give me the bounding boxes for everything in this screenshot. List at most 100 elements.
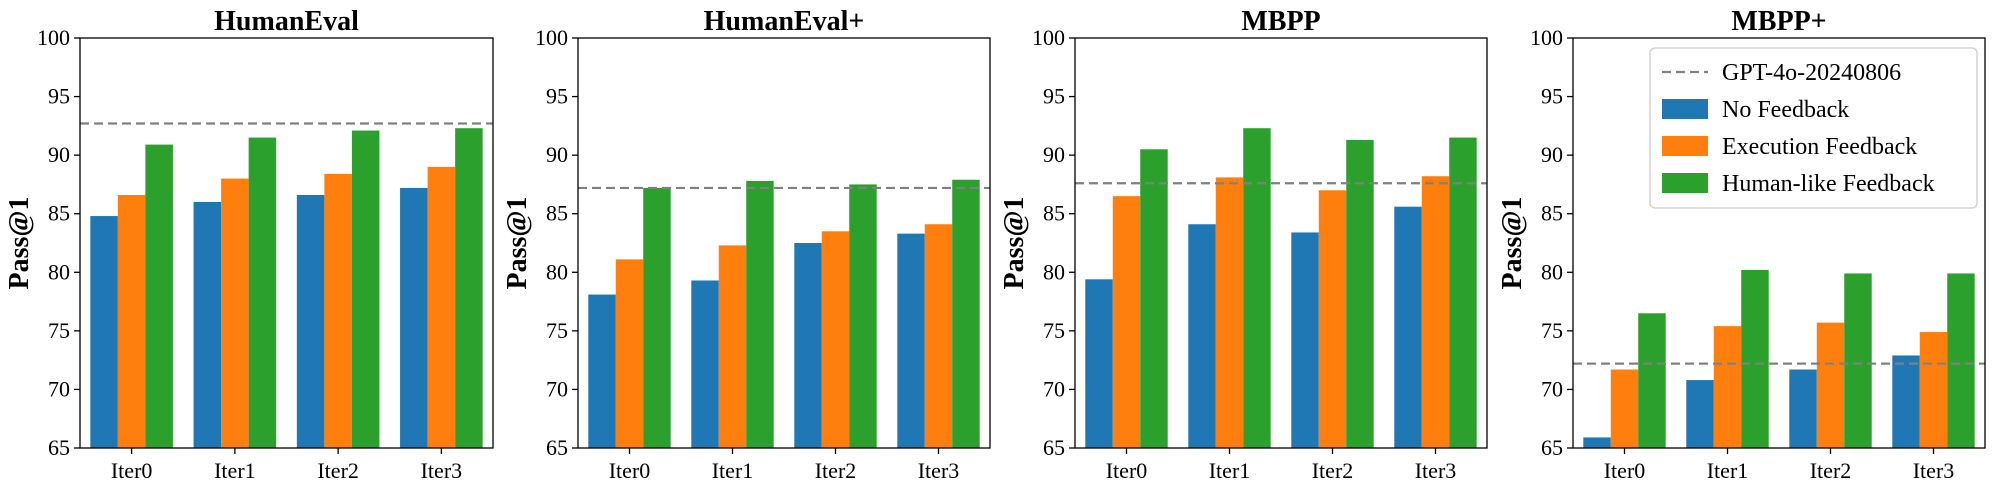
bar-execution-feedback-iter2	[324, 173, 352, 448]
bar-human-like-feedback-iter1	[1741, 269, 1769, 448]
chart-title: HumanEval	[214, 6, 359, 37]
y-axis-label: Pass@1	[1497, 197, 1528, 290]
x-tick-label: Iter3	[421, 458, 463, 483]
bar-human-like-feedback-iter3	[1947, 273, 1975, 448]
y-tick-label: 65	[546, 435, 568, 460]
y-tick-label: 70	[48, 376, 70, 401]
legend-label-reference: GPT-4o-20240806	[1722, 60, 1901, 86]
y-tick-label: 75	[1541, 318, 1563, 343]
legend-box	[1649, 47, 1978, 209]
legend: GPT-4o-20240806 No Feedback Execution Feed…	[1649, 47, 1978, 209]
bar-human-like-feedback-iter2	[849, 184, 877, 448]
bar-no-feedback-iter0	[1085, 279, 1113, 448]
x-tick-label: Iter3	[1415, 458, 1457, 483]
y-tick-label: 80	[546, 259, 568, 284]
x-tick-label: Iter1	[712, 458, 754, 483]
bar-human-like-feedback-iter0	[145, 144, 173, 448]
y-tick-label: 65	[48, 435, 70, 460]
chart-title: MBPP+	[1731, 6, 1826, 37]
bar-no-feedback-iter2	[1789, 369, 1817, 448]
bar-human-like-feedback-iter1	[248, 137, 277, 449]
bar-execution-feedback-iter0	[615, 259, 644, 448]
y-tick-label: 95	[48, 84, 70, 109]
bar-human-like-feedback-iter1	[746, 180, 774, 448]
chart-panels: HumanEval Pass@1 65 70 75 80 85 90 95 100 Iter0 Ite…	[4, 6, 1986, 483]
y-tick-label: 100	[535, 25, 568, 50]
x-tick-label: Iter0	[609, 458, 651, 483]
y-tick-label: 85	[1541, 201, 1563, 226]
y-tick-label: 70	[1043, 376, 1065, 401]
bar-human-like-feedback-iter0	[1140, 149, 1168, 449]
bar-execution-feedback-iter2	[821, 231, 850, 448]
chart-title: MBPP	[1241, 6, 1320, 37]
panel-humaneval: HumanEval+ Pass@1 65 70 75 80 85 90 95 100 Iter0 It…	[502, 6, 991, 483]
bar-no-feedback-iter2	[794, 243, 822, 448]
bar-no-feedback-iter3	[400, 187, 428, 448]
x-tick-label: Iter0	[111, 458, 153, 483]
legend-label-no-feedback: No Feedback	[1722, 97, 1849, 123]
y-tick-label: 70	[1541, 376, 1563, 401]
bar-execution-feedback-iter2	[1318, 190, 1347, 449]
panel-mbpp: MBPP Pass@1 65 70 75 80 85 90 95 100 Iter0 Iter1 Ite…	[999, 6, 1488, 483]
bar-no-feedback-iter0	[1583, 437, 1611, 448]
x-tick-label: Iter3	[918, 458, 960, 483]
bar-human-like-feedback-iter2	[1844, 273, 1872, 448]
y-tick-label: 95	[546, 84, 568, 109]
bar-execution-feedback-iter3	[924, 224, 953, 448]
bar-execution-feedback-iter0	[117, 194, 146, 448]
chart-title: HumanEval+	[704, 6, 865, 37]
bar-execution-feedback-iter1	[221, 178, 249, 449]
legend-swatch-human-like-feedback	[1662, 173, 1708, 193]
x-tick-label: Iter1	[1209, 458, 1251, 483]
bar-execution-feedback-iter3	[1421, 176, 1450, 448]
bar-no-feedback-iter1	[193, 202, 222, 448]
y-axis-label: Pass@1	[999, 197, 1030, 290]
bar-execution-feedback-iter1	[718, 245, 747, 448]
bar-human-like-feedback-iter2	[351, 130, 380, 449]
x-tick-label: Iter2	[1312, 458, 1354, 483]
plot-frame	[1074, 37, 1488, 449]
bar-no-feedback-iter1	[1188, 224, 1216, 448]
bar-no-feedback-iter0	[588, 294, 616, 448]
y-tick-label: 100	[37, 25, 70, 50]
bar-human-like-feedback-iter1	[1243, 128, 1271, 448]
legend-label-execution-feedback: Execution Feedback	[1722, 134, 1917, 160]
bar-no-feedback-iter3	[1892, 355, 1920, 448]
y-tick-label: 80	[1541, 259, 1563, 284]
y-tick-label: 65	[1541, 435, 1563, 460]
y-tick-label: 100	[1032, 25, 1065, 50]
bar-no-feedback-iter1	[691, 280, 719, 448]
bar-human-like-feedback-iter0	[643, 187, 671, 448]
y-tick-label: 85	[48, 201, 70, 226]
y-axis-label: Pass@1	[4, 197, 35, 290]
bar-human-like-feedback-iter3	[1449, 137, 1477, 449]
legend-label-human-like-feedback: Human-like Feedback	[1722, 171, 1935, 197]
bar-human-like-feedback-iter2	[1346, 139, 1374, 448]
bar-execution-feedback-iter1	[1215, 177, 1244, 448]
x-tick-label: Iter1	[1707, 458, 1749, 483]
x-tick-label: Iter1	[214, 458, 256, 483]
y-tick-label: 70	[546, 376, 568, 401]
panel-mbpp: MBPP+ Pass@1 65 70 75 80 85 90 95 100 Iter0 Iter1 It…	[1497, 6, 1986, 483]
bar-execution-feedback-iter3	[1919, 332, 1948, 448]
bar-no-feedback-iter2	[1291, 232, 1319, 448]
bar-execution-feedback-iter1	[1713, 326, 1742, 448]
y-tick-label: 80	[1043, 259, 1065, 284]
bar-no-feedback-iter3	[897, 233, 925, 448]
y-tick-label: 85	[546, 201, 568, 226]
plot-frame	[577, 37, 991, 449]
bar-execution-feedback-iter0	[1610, 369, 1639, 448]
y-tick-label: 90	[1043, 142, 1065, 167]
y-tick-label: 90	[1541, 142, 1563, 167]
bar-human-like-feedback-iter3	[952, 179, 980, 448]
plot-frame	[1572, 37, 1986, 449]
legend-swatch-no-feedback	[1662, 99, 1708, 119]
x-tick-label: Iter0	[1106, 458, 1148, 483]
bar-no-feedback-iter3	[1394, 206, 1422, 448]
x-tick-label: Iter0	[1604, 458, 1646, 483]
bar-execution-feedback-iter2	[1816, 322, 1845, 448]
bar-no-feedback-iter0	[90, 216, 118, 448]
bar-execution-feedback-iter0	[1112, 196, 1141, 448]
plot-frame	[79, 37, 494, 449]
